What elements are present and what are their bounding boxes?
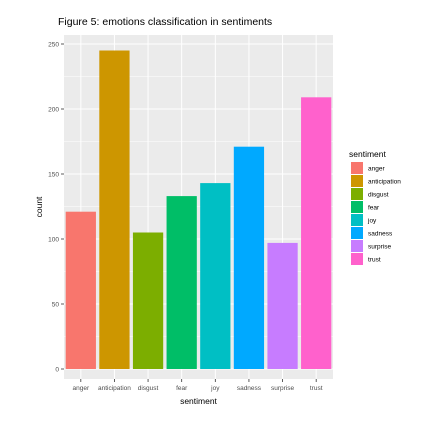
y-tick-label: 250 [48,41,59,48]
x-tick-label: joy [210,385,220,392]
bar-sadness [233,146,265,369]
y-axis: 0 50 100 150 200 250 [48,41,64,373]
bar-joy [200,183,231,369]
bar-anger [65,211,96,369]
x-tick-label: anger [73,385,90,392]
bar-surprise [267,242,298,369]
y-tick-label: 150 [48,171,59,178]
bar-trust [301,97,332,370]
legend-label-fear: fear [368,205,380,212]
legend-key-anger [351,162,363,174]
y-tick-label: 100 [48,236,59,243]
y-axis-title: count [34,196,44,217]
legend-key-anticipation [351,175,363,187]
legend-label-disgust: disgust [368,192,389,199]
x-tick-label: trust [310,385,323,392]
x-axis-title: sentiment [180,396,217,406]
legend-label-surprise: surprise [368,244,392,251]
legend-title: sentiment [349,149,386,159]
x-tick-label: surprise [271,385,295,392]
bar-disgust [132,232,164,369]
legend-key-sadness [351,227,363,239]
legend-key-surprise [351,240,363,252]
legend-label-anticipation: anticipation [368,179,401,186]
bars [65,50,332,370]
bar-fear [166,196,197,369]
legend-key-joy [351,214,363,226]
y-tick-label: 200 [48,106,59,113]
bar-anticipation [99,50,130,369]
legend-label-sadness: sadness [368,231,393,238]
legend: sentiment anger anticipation disgust fear jo… [349,149,401,265]
x-tick-label: fear [176,385,188,392]
legend-key-trust [351,253,363,265]
legend-key-fear [351,201,363,213]
y-tick-label: 50 [52,301,60,308]
y-tick-label: 0 [55,366,59,373]
x-axis: anger anticipation disgust fear joy sadness su… [73,379,323,392]
legend-key-disgust [351,188,363,200]
x-tick-label: disgust [138,385,159,392]
chart-title: Figure 5: emotions classification in sen… [58,16,272,28]
legend-label-joy: joy [367,218,377,225]
x-tick-label: sadness [237,385,262,392]
legend-label-trust: trust [368,257,381,264]
x-tick-label: anticipation [98,385,131,392]
legend-label-anger: anger [368,166,385,173]
